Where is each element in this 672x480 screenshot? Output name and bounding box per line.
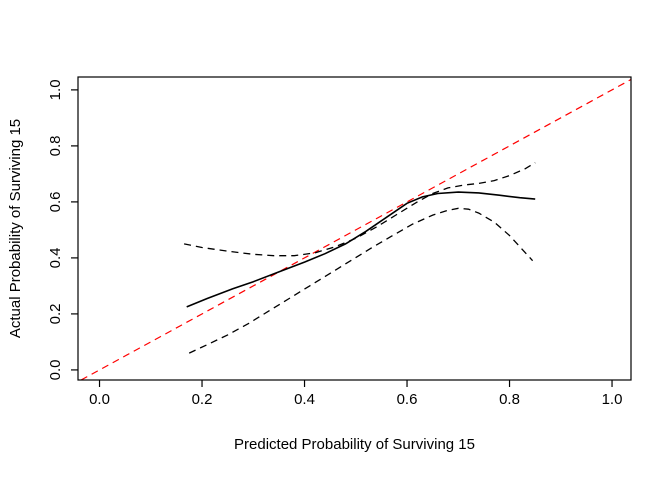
- plot-border-box: [77, 76, 632, 381]
- x-tick-label: 0.6: [397, 391, 418, 408]
- y-tick-label: 0.8: [47, 135, 64, 156]
- series-upper-confidence-band: [183, 162, 536, 257]
- y-axis-label: Actual Probability of Surviving 15: [7, 119, 24, 338]
- x-tick-label: 0.8: [499, 391, 520, 408]
- y-tick-label: 1.0: [47, 79, 64, 100]
- x-tick-label: 1.0: [602, 391, 623, 408]
- y-tick-label: 0.6: [47, 191, 64, 212]
- x-tick-label: 0.2: [192, 391, 213, 408]
- y-tick-label: 0.0: [47, 359, 64, 380]
- x-tick-label: 0.0: [89, 391, 110, 408]
- y-tick-label: 0.4: [47, 247, 64, 268]
- x-tick-label: 0.4: [294, 391, 315, 408]
- x-axis: 0.0 0.2 0.4 0.6 0.8 1.0: [89, 380, 622, 408]
- x-axis-label: Predicted Probability of Surviving 15: [234, 436, 475, 453]
- series-calibration-curve: [186, 191, 536, 308]
- y-tick-label: 0.2: [47, 303, 64, 324]
- series-lower-confidence-band: [188, 207, 534, 354]
- series-layer: [80, 78, 632, 381]
- y-axis: 0.0 0.2 0.4 0.6 0.8 1.0: [47, 79, 78, 380]
- series-ideal-diagonal: [80, 78, 632, 381]
